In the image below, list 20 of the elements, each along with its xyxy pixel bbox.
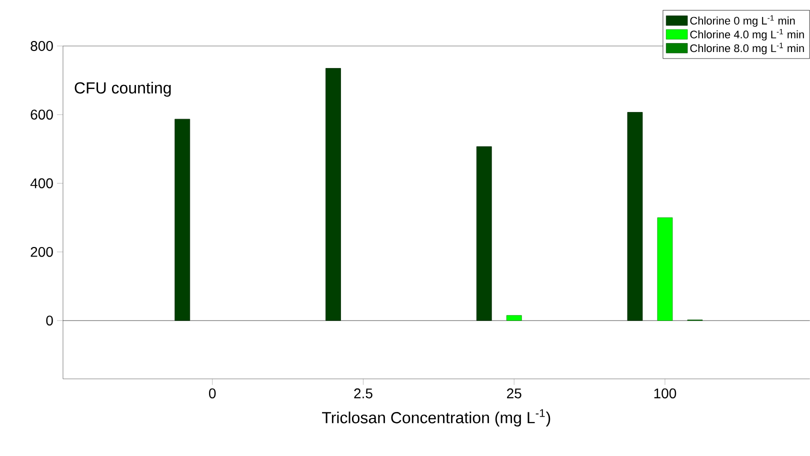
x-tick-label: 2.5 (354, 388, 372, 398)
annotation: CFU counting (74, 82, 171, 97)
bar (506, 315, 522, 321)
x-tick-label: 0 (209, 388, 216, 398)
legend-label: Chlorine 0 mg L$^{-1}$ min (690, 15, 795, 27)
y-tick-label: 400 (30, 178, 53, 188)
x-tick-label: 25 (507, 388, 522, 398)
y-tick-label: 0 (46, 316, 53, 326)
bar (326, 68, 341, 321)
bar (657, 217, 673, 321)
bar (627, 112, 643, 321)
bar (476, 146, 492, 321)
x-axis-title: Triclosan Concentration (mg L$^{-1}$) (322, 409, 550, 427)
y-tick-label: 200 (30, 247, 53, 257)
legend-label: Chlorine 4.0 mg L$^{-1}$ min (690, 29, 804, 41)
y-tick-label: 600 (30, 110, 53, 120)
bar (174, 118, 190, 321)
legend-label: Chlorine 8.0 mg L$^{-1}$ min (690, 42, 804, 54)
y-tick-label: 800 (30, 41, 53, 51)
x-tick-label: 100 (654, 388, 676, 398)
